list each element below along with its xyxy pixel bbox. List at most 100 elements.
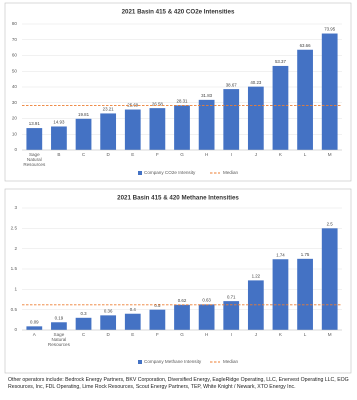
x-tick-label-box: J xyxy=(254,332,257,337)
x-tick-label-box: Sage Natural Resources xyxy=(23,152,46,168)
x-tick-label: G xyxy=(180,152,184,157)
x-tick-label-box: M xyxy=(327,152,332,157)
x-tick-label-box: G xyxy=(180,152,184,157)
x-tick-label-box: M xyxy=(328,332,332,337)
x-tick-label-box: D xyxy=(106,152,109,157)
x-tick-label-box: F xyxy=(155,332,159,337)
value-label: 1.75 xyxy=(301,252,310,257)
value-label: 0.3 xyxy=(80,311,87,316)
bar xyxy=(149,108,166,150)
x-tick-label: I xyxy=(230,332,232,337)
value-label: 73.95 xyxy=(324,27,336,32)
legend-swatch xyxy=(138,171,142,175)
x-tick-label-box: K xyxy=(278,152,282,157)
value-label: 1.74 xyxy=(276,252,285,257)
x-tick-label: C xyxy=(81,332,86,337)
x-tick-label: F xyxy=(155,332,159,337)
value-label: 19.81 xyxy=(78,112,90,117)
bar xyxy=(124,109,141,150)
x-tick-label-box: D xyxy=(106,332,109,337)
x-tick-label: L xyxy=(303,332,307,337)
x-tick-label: E xyxy=(131,332,135,337)
value-label: 31.83 xyxy=(201,93,213,98)
bar xyxy=(100,113,117,150)
value-label: 23.21 xyxy=(103,107,115,112)
y-tick-label: 2 xyxy=(14,246,17,251)
value-label: 0.62 xyxy=(178,298,187,303)
value-label: 0.5 xyxy=(154,303,161,308)
x-tick-label-box: H xyxy=(204,152,209,157)
x-tick-label: J xyxy=(254,152,257,157)
value-label: 26.58 xyxy=(152,101,164,106)
y-tick-label: 0.5 xyxy=(11,307,18,312)
y-tick-label: 50 xyxy=(12,68,18,73)
x-tick-label: G xyxy=(180,332,184,337)
x-tick-label: M xyxy=(327,152,332,157)
x-tick-label-box: I xyxy=(230,332,232,337)
x-tick-label-box: C xyxy=(81,332,86,337)
x-tick-label: F xyxy=(155,152,159,157)
legend-label: Median xyxy=(223,359,239,364)
value-label: 0.71 xyxy=(227,294,236,299)
x-tick-label: Sage Natural Resources xyxy=(47,332,70,348)
value-label: 1.22 xyxy=(252,274,261,279)
bar xyxy=(223,89,240,150)
bar xyxy=(198,99,215,150)
chart-frame xyxy=(4,2,352,182)
bar xyxy=(26,326,43,330)
x-tick-label-box: Sage Natural Resources xyxy=(47,332,70,348)
value-label: 0.09 xyxy=(30,319,39,324)
bar xyxy=(174,304,190,330)
x-tick-label-box: B xyxy=(57,152,61,157)
x-tick-label: H xyxy=(204,152,209,157)
bar xyxy=(51,126,67,150)
x-tick-label-box: K xyxy=(279,332,282,337)
x-tick-label: A xyxy=(32,332,36,337)
legend-label: Company Methane Intensity xyxy=(144,359,202,364)
value-label: 63.66 xyxy=(300,43,312,48)
bar xyxy=(100,315,117,330)
x-tick-label-box: A xyxy=(32,332,36,337)
x-tick-label: B xyxy=(57,152,61,157)
bar xyxy=(198,304,215,330)
chart-title: 2021 Basin 415 & 420 Methane Intensities xyxy=(117,195,239,202)
legend-swatch xyxy=(138,360,142,364)
y-tick-label: 70 xyxy=(12,37,18,42)
value-label: 2.5 xyxy=(327,221,334,226)
y-tick-label: 10 xyxy=(12,131,18,136)
y-tick-label: 0 xyxy=(14,327,17,332)
value-label: 13.91 xyxy=(29,121,41,126)
chart-frame xyxy=(4,188,352,374)
charts: 2021 Basin 415 & 420 CO2e Intensities010… xyxy=(4,2,352,374)
bar xyxy=(321,228,338,330)
y-tick-label: 1.5 xyxy=(11,266,18,271)
value-label: 0.36 xyxy=(104,309,113,314)
value-label: 25.69 xyxy=(127,103,139,108)
bar xyxy=(247,86,264,150)
y-tick-label: 60 xyxy=(12,53,18,58)
x-tick-label: J xyxy=(254,332,257,337)
footnote: Other operators include: Bedrock Energy … xyxy=(8,377,349,390)
bar xyxy=(149,309,166,330)
y-tick-label: 3 xyxy=(14,205,17,210)
value-label: 0.19 xyxy=(55,315,64,320)
y-tick-label: 1 xyxy=(14,287,17,292)
x-tick-label-box: E xyxy=(131,332,135,337)
bar xyxy=(272,259,289,330)
y-tick-label: 40 xyxy=(12,84,18,89)
y-tick-label: 80 xyxy=(12,21,18,26)
value-label: 28.31 xyxy=(177,99,189,104)
x-tick-label: Sage Natural Resources xyxy=(23,152,46,168)
x-tick-label-box: H xyxy=(205,332,208,337)
bar xyxy=(75,118,92,150)
x-tick-label-box: J xyxy=(254,152,257,157)
bar xyxy=(124,313,141,330)
value-label: 0.63 xyxy=(202,298,211,303)
x-tick-label: I xyxy=(230,152,232,157)
x-tick-label-box: E xyxy=(131,152,135,157)
x-tick-label: E xyxy=(131,152,135,157)
x-tick-label: K xyxy=(278,152,282,157)
x-tick-label: L xyxy=(303,152,307,157)
x-tick-label-box: L xyxy=(303,152,307,157)
